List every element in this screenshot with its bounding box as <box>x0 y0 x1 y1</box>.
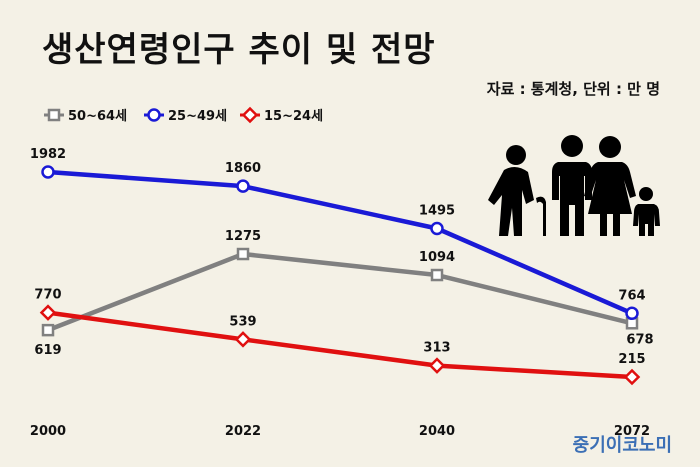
data-label: 678 <box>626 332 653 347</box>
legend-label: 50~64세 <box>68 109 127 124</box>
x-axis-ticks: 2000 2022 2040 2072 <box>30 424 650 439</box>
x-tick-label: 2072 <box>614 424 650 439</box>
series-lines <box>47 169 633 380</box>
data-point <box>623 368 641 386</box>
data-point <box>234 331 252 348</box>
data-point <box>236 247 250 261</box>
data-label: 1860 <box>225 161 261 176</box>
legend-marker <box>241 106 259 124</box>
data-label: 1275 <box>225 229 261 244</box>
data-label: 619 <box>34 343 61 358</box>
data-label: 539 <box>229 314 256 329</box>
legend-label: 15~24세 <box>264 109 323 124</box>
data-label: 1094 <box>419 250 455 265</box>
data-label: 1982 <box>30 147 66 162</box>
data-point <box>625 306 639 321</box>
data-label: 215 <box>618 352 645 367</box>
x-tick-label: 2022 <box>225 424 261 439</box>
data-labels: 619 1275 1094 678 1982 1860 1495 764 770 539 313 21… <box>30 147 654 367</box>
data-point <box>430 221 444 236</box>
legend: 50~64세 25~49세 15~24세 <box>44 106 323 124</box>
series-markers <box>39 165 641 386</box>
legend-label: 25~49세 <box>168 109 227 124</box>
source-note: 자료 : 통계청, 단위 : 만 명 <box>486 80 660 98</box>
family-icon <box>488 135 660 236</box>
series-line-2 <box>47 310 633 380</box>
brand-logo: 중기이코노미 <box>572 435 672 456</box>
data-point <box>236 179 250 193</box>
data-point <box>41 323 55 337</box>
data-label: 313 <box>423 341 450 356</box>
data-point <box>41 165 55 179</box>
data-label: 1495 <box>419 203 455 218</box>
legend-marker <box>147 108 161 122</box>
data-label: 770 <box>34 288 61 303</box>
legend-marker <box>47 108 61 122</box>
data-point <box>428 357 446 374</box>
data-point <box>430 268 444 282</box>
series-line-1 <box>47 169 633 316</box>
series-line-0 <box>47 251 633 333</box>
data-label: 764 <box>618 288 645 303</box>
data-point <box>39 304 57 321</box>
x-tick-label: 2040 <box>419 424 455 439</box>
chart-title: 생산연령인구 추이 및 전망 <box>42 30 436 70</box>
x-tick-label: 2000 <box>30 424 66 439</box>
